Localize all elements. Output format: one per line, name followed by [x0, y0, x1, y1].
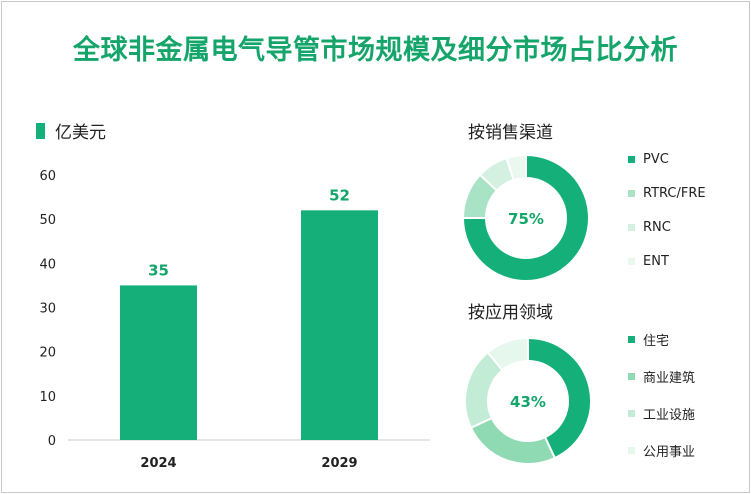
bar [120, 285, 197, 440]
unit-label: 亿美元 [55, 123, 106, 143]
donut-slice [527, 336, 592, 460]
y-tick-label: 10 [39, 390, 56, 405]
legend-swatch-icon [628, 190, 635, 197]
donut-slice [469, 416, 557, 465]
y-tick-label: 40 [39, 257, 56, 272]
donut-center-label: 75% [508, 210, 544, 228]
legend-label: ENT [643, 254, 669, 269]
legend-item: 公用事业 [628, 441, 695, 460]
legend-swatch-icon [628, 410, 635, 417]
legend-label: RNC [643, 220, 671, 235]
legend-label: PVC [643, 152, 669, 167]
legend-swatch-icon [628, 156, 635, 163]
bar-value-label: 35 [148, 261, 169, 279]
legend-swatch-icon [628, 447, 635, 454]
donut-slice [461, 153, 590, 282]
legend-swatch-icon [628, 224, 635, 231]
legend-label: 商业建筑 [643, 371, 696, 386]
legend-item: RTRC/FRE [628, 186, 706, 201]
bar-unit-legend: 亿美元 [36, 118, 106, 143]
y-tick-label: 50 [39, 213, 56, 228]
legend-item: RNC [628, 220, 671, 235]
legend-item: ENT [628, 254, 669, 269]
donut-slice [505, 153, 527, 182]
legend-swatch-icon [628, 336, 635, 343]
legend-swatch-icon [628, 373, 635, 380]
bar-value-label: 52 [329, 186, 350, 204]
legend-label: 公用事业 [643, 445, 696, 460]
legend-item: PVC [628, 152, 669, 167]
y-tick-label: 30 [39, 302, 56, 317]
legend-label: RTRC/FRE [643, 186, 706, 201]
x-tick-label: 2029 [321, 456, 357, 471]
y-tick-label: 60 [39, 169, 56, 184]
x-tick-label: 2024 [140, 456, 176, 471]
legend-item: 工业设施 [628, 404, 695, 423]
legend-item: 商业建筑 [628, 367, 695, 386]
y-tick-label: 20 [39, 346, 56, 361]
legend-label: 工业设施 [643, 408, 696, 423]
donut-slice [486, 336, 529, 372]
pie-title-application: 按应用领域 [468, 303, 553, 323]
pie-chart-application: 43% [464, 336, 592, 465]
legend-swatch-icon [36, 122, 45, 139]
donut-center-label: 43% [510, 393, 546, 411]
page-title: 全球非金属电气导管市场规模及细分市场占比分析 [73, 35, 678, 66]
bar [301, 210, 378, 440]
pie-title-channel: 按销售渠道 [468, 123, 553, 143]
legend-label: 住宅 [643, 334, 670, 349]
pie-chart-channel: 75% [461, 153, 590, 282]
legend-swatch-icon [628, 258, 635, 265]
y-tick-label: 0 [48, 434, 56, 449]
legend-item: 住宅 [628, 330, 669, 349]
